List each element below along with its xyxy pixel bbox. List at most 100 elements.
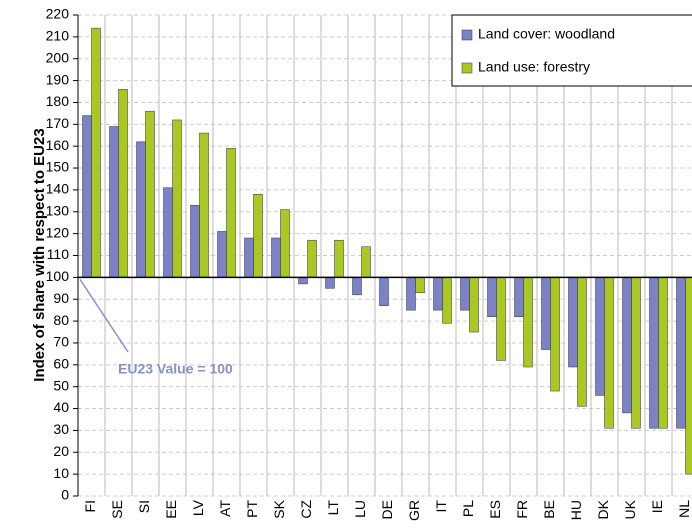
bar — [361, 246, 371, 278]
y-tick-label: 150 — [46, 159, 70, 175]
y-tick-label: 80 — [53, 312, 69, 328]
y-tick-label: 120 — [46, 224, 70, 240]
y-tick-label: 110 — [47, 246, 70, 262]
y-tick-label: 10 — [53, 465, 69, 481]
bar — [280, 209, 290, 278]
bar — [487, 277, 497, 317]
y-tick-label: 60 — [53, 356, 69, 372]
bar — [622, 277, 632, 414]
y-tick-label: 200 — [46, 49, 70, 65]
bar — [442, 277, 452, 324]
bar — [325, 277, 335, 289]
x-tick-label: CZ — [298, 500, 314, 519]
x-tick-label: HU — [568, 500, 584, 520]
bar — [604, 277, 614, 429]
bar — [631, 277, 641, 429]
bar — [91, 27, 101, 278]
y-tick-label: 130 — [46, 202, 70, 218]
bar — [469, 277, 479, 333]
bar — [244, 237, 254, 278]
x-tick-label: LV — [190, 499, 206, 516]
x-tick-label: UK — [622, 499, 638, 519]
bar — [253, 194, 263, 278]
x-tick-label: GR — [406, 500, 422, 521]
legend-label: Land cover: woodland — [478, 26, 615, 42]
x-tick-label: SE — [109, 500, 125, 519]
bar — [298, 277, 308, 285]
x-tick-label: EE — [163, 500, 179, 519]
bar — [190, 204, 200, 278]
x-tick-label: SI — [136, 500, 152, 513]
x-tick-label: PT — [244, 500, 260, 518]
bar — [199, 132, 209, 278]
y-tick-label: 140 — [46, 181, 70, 197]
bar — [379, 277, 389, 307]
y-tick-label: 50 — [53, 377, 69, 393]
bar — [307, 239, 317, 278]
bar — [271, 237, 281, 278]
bar — [685, 277, 692, 475]
bar — [406, 277, 416, 311]
y-tick-label: 220 — [46, 6, 70, 22]
bar — [145, 110, 155, 278]
x-tick-label: BE — [541, 500, 557, 519]
bar — [118, 89, 128, 278]
y-tick-label: 40 — [53, 399, 69, 415]
x-tick-label: DK — [595, 499, 611, 519]
bar — [109, 126, 119, 278]
x-tick-label: FI — [82, 500, 98, 512]
legend-label: Land use: forestry — [478, 59, 590, 75]
x-tick-label: NL — [676, 500, 692, 518]
bar — [541, 277, 551, 350]
x-tick-label: LU — [352, 500, 368, 518]
bar — [514, 277, 524, 317]
y-tick-label: 0 — [61, 487, 69, 503]
x-tick-label: IE — [649, 500, 665, 513]
y-tick-label: 100 — [46, 268, 70, 284]
bar — [595, 277, 605, 396]
y-tick-label: 20 — [53, 443, 69, 459]
x-tick-label: ES — [487, 500, 503, 519]
x-tick-label: AT — [217, 500, 233, 517]
x-tick-label: SK — [271, 499, 287, 518]
x-tick-label: IT — [433, 500, 449, 513]
y-tick-label: 160 — [46, 137, 70, 153]
y-tick-label: 30 — [53, 421, 69, 437]
bar — [217, 231, 227, 278]
bar — [568, 277, 578, 368]
bar — [226, 148, 236, 278]
legend-swatch — [461, 29, 473, 41]
bar — [352, 277, 362, 296]
bar — [523, 277, 533, 368]
legend-swatch — [461, 62, 473, 74]
bar — [496, 277, 506, 361]
x-tick-label: PL — [460, 500, 476, 517]
bar — [460, 277, 470, 311]
y-tick-label: 210 — [46, 28, 70, 44]
x-tick-label: DE — [379, 500, 395, 519]
bar — [649, 277, 659, 429]
bar — [163, 187, 173, 278]
y-tick-label: 170 — [46, 115, 70, 131]
y-axis-title: Index of share with respect to EU23 — [31, 128, 48, 381]
bar — [334, 239, 344, 278]
bar — [172, 119, 182, 278]
annotation: EU23 Value = 100 — [118, 361, 233, 377]
bar — [676, 277, 686, 429]
x-tick-label: FR — [514, 500, 530, 519]
bar — [82, 115, 92, 278]
bar — [136, 141, 146, 278]
annotation-pointer — [79, 278, 129, 353]
bar — [658, 277, 668, 429]
bar — [433, 277, 443, 311]
y-tick-label: 70 — [53, 334, 69, 350]
x-tick-label: LT — [325, 500, 341, 516]
bar — [577, 277, 587, 407]
bar — [550, 277, 560, 392]
y-tick-label: 90 — [53, 290, 69, 306]
y-tick-label: 190 — [46, 71, 70, 87]
legend-box — [451, 14, 692, 87]
y-tick-label: 180 — [46, 93, 70, 109]
bar — [415, 277, 425, 293]
